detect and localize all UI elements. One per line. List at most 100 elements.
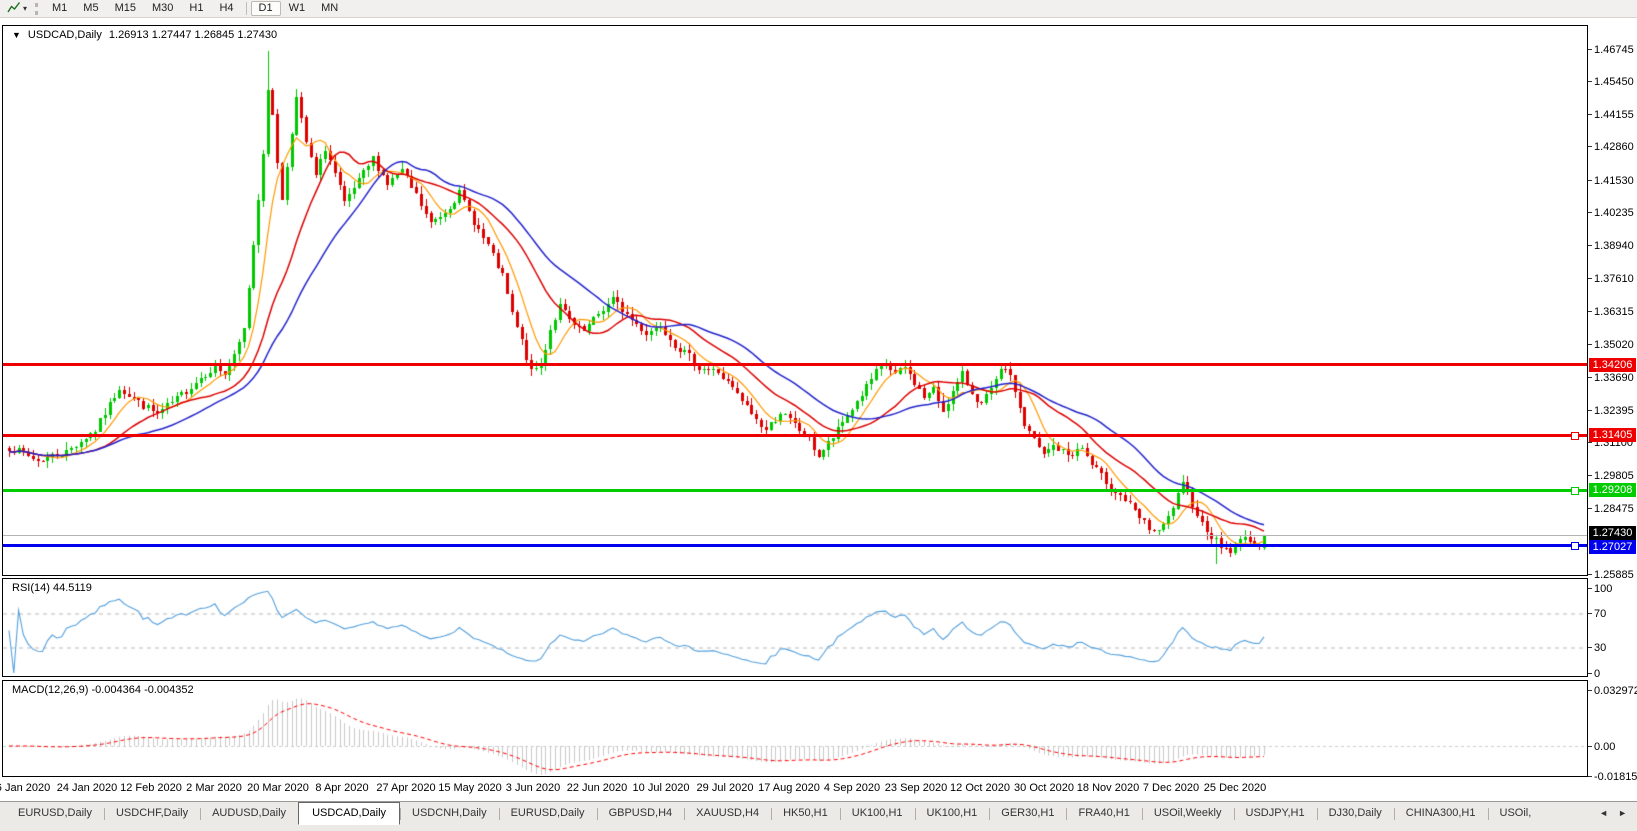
axis-tick	[1588, 588, 1592, 589]
axis-tick	[1588, 180, 1592, 181]
macd-axis-label: 0.032972	[1588, 684, 1637, 697]
axis-tick	[1588, 574, 1592, 575]
date-label: 6 Jan 2020	[0, 782, 51, 794]
timeframe-w1-button[interactable]: W1	[288, 2, 306, 14]
tab-uk100-h1[interactable]: UK100,H1	[914, 804, 990, 823]
timeframe-d1-button[interactable]: D1	[250, 1, 281, 16]
macd-axis-label: -0.018154	[1588, 770, 1637, 783]
support-line-1-29208[interactable]	[3, 486, 1587, 495]
timeframe-m30-button[interactable]: M30	[151, 2, 174, 14]
line-chart-icon	[7, 1, 21, 17]
tab-xauusd-h4[interactable]: XAUUSD,H4	[684, 804, 771, 823]
macd-pane: MACD(12,26,9) -0.004364 -0.004352	[2, 680, 1588, 777]
axis-tick	[1588, 508, 1592, 509]
toolbar-grip[interactable]	[35, 2, 39, 15]
price-badge-1-31405: 1.31405	[1589, 428, 1636, 442]
dropdown-caret-icon[interactable]: ▾	[23, 3, 28, 13]
price-chart-canvas[interactable]	[3, 26, 1587, 575]
resistance-line-1-34206[interactable]	[3, 363, 1587, 366]
chart-tool-button[interactable]: ▾	[3, 1, 31, 17]
date-label: 24 Jan 2020	[56, 782, 118, 794]
date-label: 25 Dec 2020	[1203, 782, 1267, 794]
line-handle[interactable]	[1571, 486, 1579, 495]
axis-tick	[1588, 114, 1592, 115]
tab-eurusd-daily[interactable]: EURUSD,Daily	[498, 804, 597, 823]
date-label: 29 Jul 2020	[696, 782, 754, 794]
price-axis-label: 1.42860	[1588, 140, 1634, 153]
axis-tick	[1588, 212, 1592, 213]
tab-uk100-h1[interactable]: UK100,H1	[839, 804, 915, 823]
axis-tick	[1588, 311, 1592, 312]
timeframe-buttons: M1 M5 M15 M30 H1 H4 D1 W1 MN	[44, 0, 346, 18]
price-axis-label: 1.45450	[1588, 75, 1634, 88]
tab-usoil[interactable]: USOil,	[1487, 804, 1544, 823]
price-badge-1-34206: 1.34206	[1589, 358, 1636, 372]
axis-tick	[1588, 49, 1592, 50]
timeframe-h1-button[interactable]: H1	[189, 2, 204, 14]
price-badge-1-27430: 1.27430	[1589, 526, 1636, 540]
price-badge-1-27027: 1.27027	[1589, 540, 1636, 554]
tab-hk50-h1[interactable]: HK50,H1	[771, 804, 840, 823]
rsi-axis-label: 70	[1588, 607, 1606, 620]
tab-audusd-daily[interactable]: AUDUSD,Daily	[200, 804, 298, 823]
tab-usdjpy-h1[interactable]: USDJPY,H1	[1233, 804, 1317, 823]
timeframe-m5-button[interactable]: M5	[83, 2, 99, 14]
tab-usoil-weekly[interactable]: USOil,Weekly	[1141, 804, 1234, 823]
line-handle[interactable]	[1571, 431, 1579, 440]
rsi-axis-label: 100	[1588, 582, 1612, 595]
tab-gbpusd-h4[interactable]: GBPUSD,H4	[596, 804, 685, 823]
date-label: 4 Sep 2020	[823, 782, 881, 794]
macd-canvas[interactable]	[3, 681, 1587, 776]
price-axis-label: 1.37610	[1588, 272, 1634, 285]
price-axis-label: 1.29805	[1588, 469, 1634, 482]
tab-ger30-h1[interactable]: GER30,H1	[989, 804, 1066, 823]
price-axis-label: 1.46745	[1588, 43, 1634, 56]
tab-eurusd-daily[interactable]: EURUSD,Daily	[18, 807, 92, 819]
timeframe-h4-button[interactable]: H4	[219, 2, 234, 14]
resistance-line-1-31405[interactable]	[3, 431, 1587, 440]
timeframe-m1-button[interactable]: M1	[52, 2, 68, 14]
chart-tabs-bar: EURUSD,Daily USDCHF,Daily AUDUSD,Daily USDC…	[0, 801, 1637, 831]
timeframe-m15-button[interactable]: M15	[114, 2, 136, 14]
date-label: 2 Mar 2020	[186, 782, 242, 794]
price-axis-scale[interactable]: 1.46745 1.45450 1.44155 1.42860 1.41530 1.402…	[1588, 0, 1637, 799]
tab-fra40-h1[interactable]: FRA40,H1	[1066, 804, 1141, 823]
line-handle[interactable]	[1571, 541, 1579, 550]
chart-ohlc-values: 1.26913 1.27447 1.26845 1.27430	[108, 29, 278, 41]
collapse-triangle-icon[interactable]: ▼	[12, 30, 21, 40]
chart-symbol-label: USDCAD,Daily	[27, 29, 102, 41]
tab-usdcnh-daily[interactable]: USDCNH,Daily	[400, 804, 499, 823]
price-axis-label: 1.38940	[1588, 239, 1634, 252]
date-label: 27 Apr 2020	[376, 782, 436, 794]
axis-tick	[1588, 245, 1592, 246]
axis-tick	[1588, 746, 1592, 747]
price-axis-label: 1.33690	[1588, 371, 1634, 384]
price-axis-label: 1.44155	[1588, 108, 1634, 121]
toolbar: ▾ M1 M5 M15 M30 H1 H4 D1 W1 MN	[0, 0, 1637, 18]
timeframe-mn-button[interactable]: MN	[321, 2, 339, 14]
price-axis-label: 1.40235	[1588, 206, 1634, 219]
axis-tick	[1588, 442, 1592, 443]
toolbar-separator	[245, 2, 247, 15]
support-line-1-27027[interactable]	[3, 541, 1587, 550]
tab-usdcad-daily[interactable]: USDCAD,Daily	[298, 802, 401, 825]
rsi-axis-label: 30	[1588, 641, 1606, 654]
date-label: 8 Apr 2020	[315, 782, 369, 794]
price-axis-label: 1.36315	[1588, 305, 1634, 318]
macd-label: MACD(12,26,9) -0.004364 -0.004352	[12, 684, 194, 696]
tab-usdchf-daily[interactable]: USDCHF,Daily	[103, 804, 200, 823]
rsi-canvas[interactable]	[3, 579, 1587, 676]
date-label: 3 Jun 2020	[505, 782, 561, 794]
chart-tabs: EURUSD,Daily USDCHF,Daily AUDUSD,Daily USDC…	[6, 802, 1544, 825]
date-axis-scale[interactable]: 6 Jan 2020 24 Jan 2020 12 Feb 2020 2 Mar 20…	[0, 779, 1637, 799]
tab-scroll-right-icon[interactable]: ►	[1618, 808, 1627, 818]
tab-china300-h1[interactable]: CHINA300,H1	[1393, 804, 1488, 823]
macd-axis-label: 0.00	[1588, 740, 1615, 753]
axis-tick	[1588, 278, 1592, 279]
tab-scroll-left-icon[interactable]: ◄	[1599, 808, 1609, 818]
axis-tick	[1588, 410, 1592, 411]
rsi-pane: RSI(14) 44.5119	[2, 578, 1588, 677]
tab-dj30-daily[interactable]: DJ30,Daily	[1316, 804, 1394, 823]
axis-tick	[1588, 146, 1592, 147]
